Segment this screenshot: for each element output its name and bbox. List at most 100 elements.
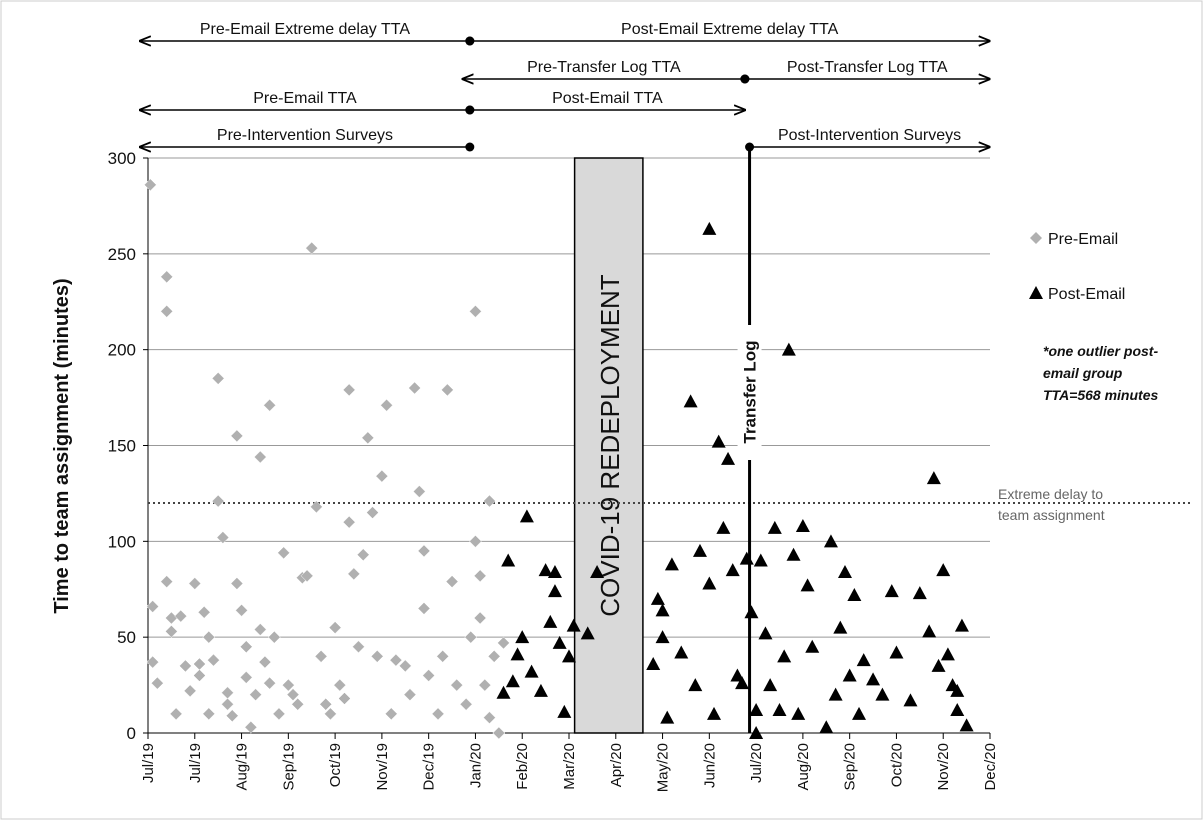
point [805,639,820,653]
x-tick-label: Jul/19 [187,743,204,783]
point [389,653,403,667]
point [501,553,516,567]
point [875,687,890,701]
x-tick-label: Dec/20 [982,743,999,791]
point [160,304,174,318]
point [940,647,955,661]
point [422,669,436,682]
point [235,603,248,617]
y-tick-label: 250 [108,245,136,264]
y-tick-label: 100 [108,532,136,551]
point [749,703,764,716]
x-tick-label: Aug/20 [795,743,812,791]
point [856,653,871,667]
point [496,685,511,699]
point [253,623,267,636]
point [800,578,815,592]
point [146,600,160,613]
point [795,519,810,532]
x-tick-label: Aug/19 [234,743,251,791]
point [328,621,342,634]
point [202,630,216,644]
point [333,678,347,692]
point [188,577,202,590]
point [716,520,731,534]
point [216,531,230,544]
period-label: Post-Transfer Log TTA [787,59,948,76]
point [151,676,164,690]
point [688,678,703,692]
point [375,469,389,483]
point [725,563,740,577]
point [487,649,501,663]
point [510,647,525,661]
x-tick-label: Jun/20 [701,743,718,788]
point [702,576,717,590]
x-tick-label: Jul/20 [748,743,765,783]
point [398,659,412,673]
point [459,697,473,711]
point [483,711,496,725]
x-tick-label: Oct/20 [888,743,905,787]
point [781,342,796,356]
point [412,485,426,498]
point [791,706,806,720]
point [450,678,464,692]
y-tick-label: 300 [108,149,136,168]
point [730,668,745,682]
point [169,707,183,721]
point [828,687,843,701]
point [912,586,927,600]
x-tick-label: Feb/20 [514,743,531,790]
point [664,557,679,571]
point [590,565,605,578]
point [193,657,206,671]
period-label: Post-Email TTA [552,90,663,107]
point [249,688,262,702]
point [165,625,178,638]
point [464,630,478,644]
legend-label: Post-Email [1048,286,1125,303]
point [650,591,665,605]
point [562,649,576,663]
point [721,451,736,465]
transfer-log-label: Transfer Log [741,341,760,444]
point [211,494,225,508]
point [931,658,946,672]
point [342,383,356,397]
point [160,575,174,588]
point [926,471,941,485]
point [950,703,965,716]
point [319,697,333,711]
point [557,704,572,718]
period-label: Post-Email Extreme delay TTA [621,21,839,38]
point [744,605,759,619]
point [230,429,244,443]
period-label: Post-Intervention Surveys [778,127,961,144]
point [655,630,670,644]
point [361,431,375,445]
legend-marker [1029,286,1043,299]
point [417,544,431,558]
point [221,697,234,711]
point [954,618,969,632]
y-tick-label: 200 [108,341,136,360]
point [753,553,768,567]
point [505,674,520,688]
x-tick-label: Sep/19 [280,743,297,791]
point [777,649,792,663]
period-label: Pre-Email TTA [253,90,357,107]
x-tick-label: Dec/19 [421,743,438,791]
point [272,707,286,721]
x-tick-label: Apr/20 [608,743,625,787]
point [903,693,918,707]
note: *one outlier post- [1043,343,1158,359]
period-dot [465,36,475,46]
period-label: Pre-Transfer Log TTA [527,59,681,76]
point [660,710,675,724]
period-dot [740,74,750,84]
point [445,575,459,588]
point [207,653,220,667]
x-tick-label: Jan/20 [467,743,484,788]
